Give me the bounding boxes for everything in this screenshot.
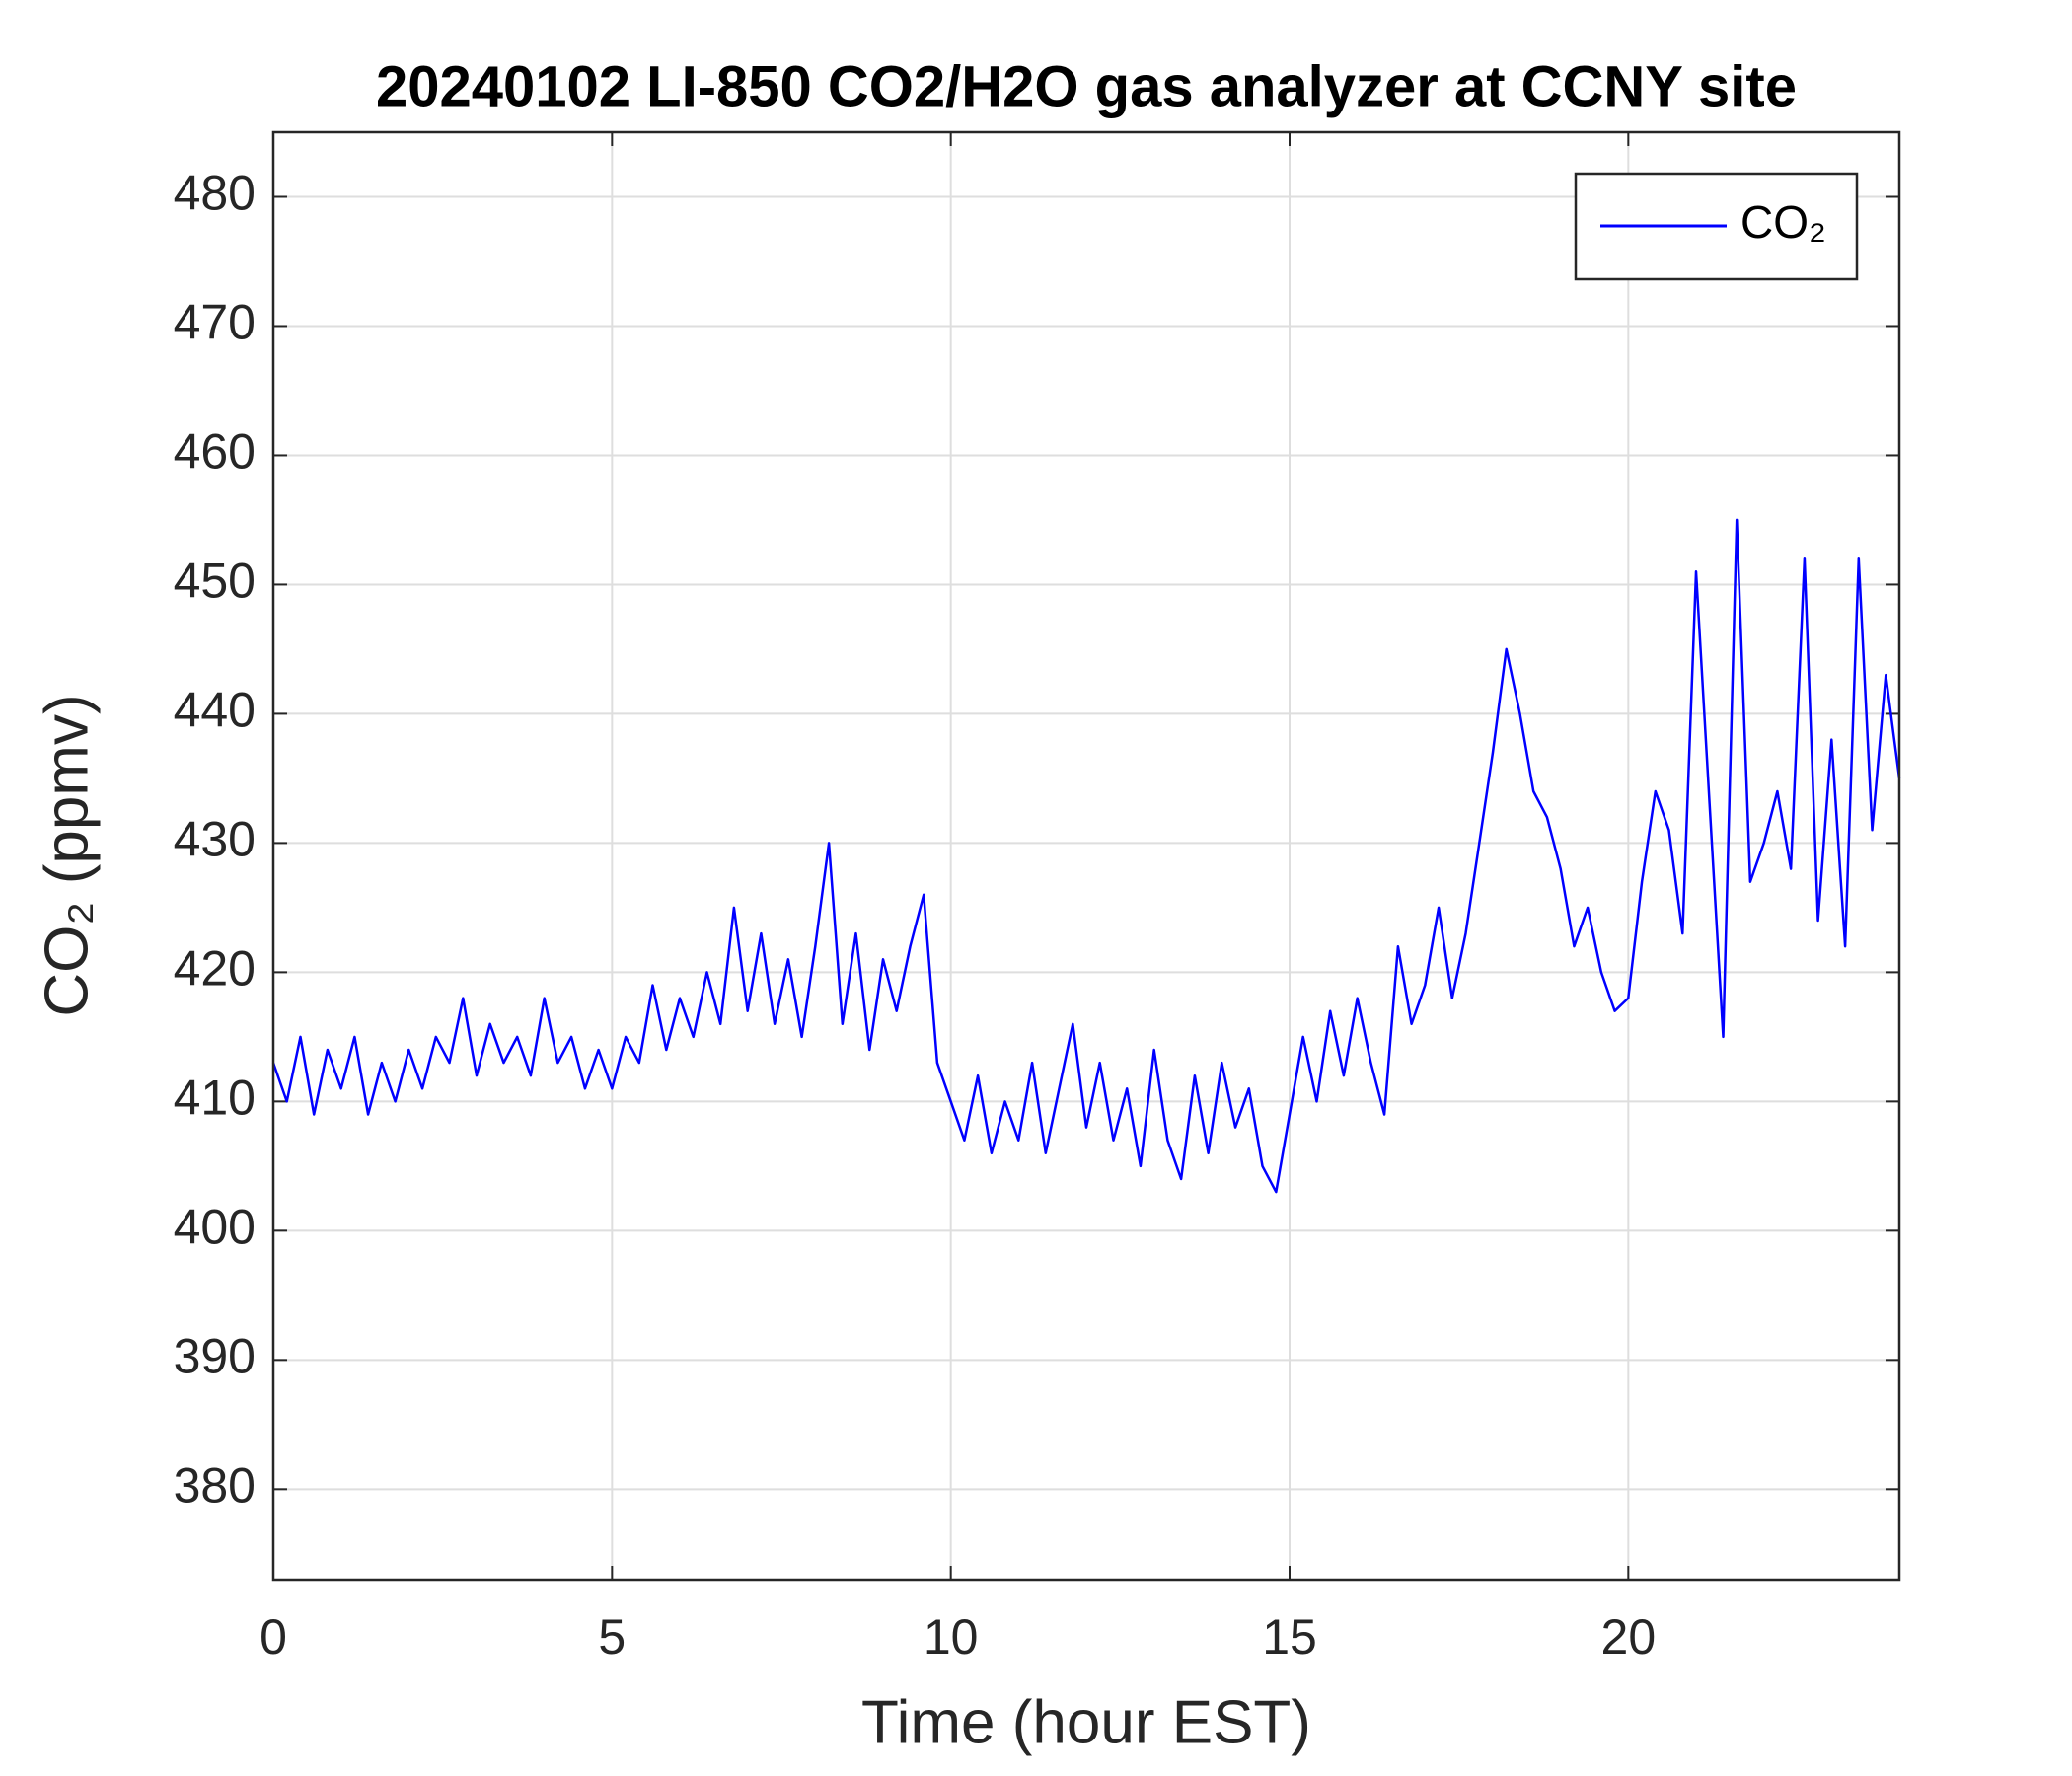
x-tick-label: 0: [259, 1609, 287, 1665]
y-tick-label: 480: [174, 166, 256, 221]
y-tick-label: 460: [174, 424, 256, 480]
legend-label: CO₂: [1740, 196, 1826, 248]
x-axis-label: Time (hour EST): [861, 1688, 1311, 1756]
y-tick-label: 430: [174, 812, 256, 867]
data-line: [271, 518, 1901, 1194]
y-tick-label: 380: [174, 1458, 256, 1514]
y-tick-label: 420: [174, 941, 256, 997]
y-tick-label: 400: [174, 1200, 256, 1255]
chart-title: 20240102 LI-850 CO2/H2O gas analyzer at …: [376, 54, 1797, 118]
x-tick-label: 20: [1601, 1609, 1657, 1665]
plot-frame: [271, 130, 1901, 1582]
x-tick-label: 5: [598, 1609, 626, 1665]
y-tick-label: 440: [174, 683, 256, 738]
y-tick-label: 410: [174, 1071, 256, 1126]
y-tick-label: 390: [174, 1329, 256, 1384]
y-tick-label: 450: [174, 554, 256, 609]
y-tick-label: 470: [174, 295, 256, 350]
y-axis-label: CO₂ (ppmv): [33, 694, 101, 1016]
x-tick-label: 15: [1262, 1609, 1317, 1665]
x-tick-label: 10: [924, 1609, 979, 1665]
